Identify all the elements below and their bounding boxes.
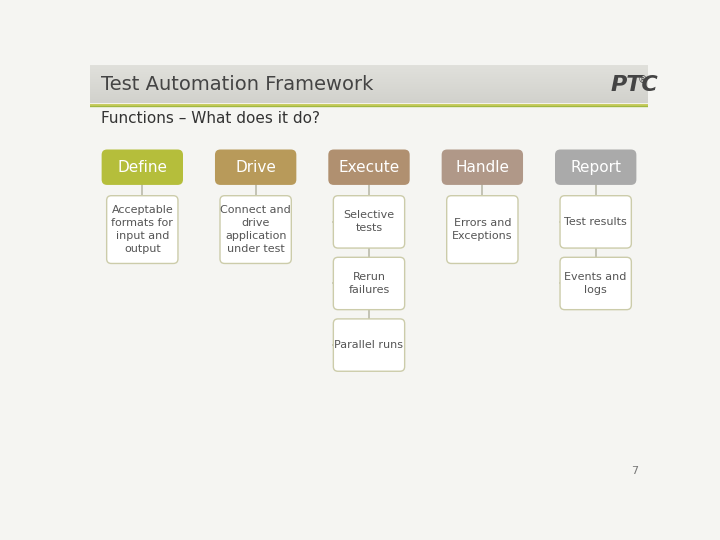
Bar xyxy=(90,86,648,87)
Text: Test results: Test results xyxy=(564,217,627,227)
FancyBboxPatch shape xyxy=(328,150,410,185)
Bar xyxy=(90,101,648,102)
Bar xyxy=(90,71,648,72)
Bar xyxy=(90,77,648,78)
Bar xyxy=(90,93,648,94)
Text: Connect and
drive
application
under test: Connect and drive application under test xyxy=(220,205,291,254)
Text: Functions – What does it do?: Functions – What does it do? xyxy=(101,111,320,126)
Text: Events and
logs: Events and logs xyxy=(564,272,627,295)
Text: Handle: Handle xyxy=(455,160,509,175)
Text: Rerun
failures: Rerun failures xyxy=(348,272,390,295)
Bar xyxy=(90,102,648,103)
Bar xyxy=(90,73,648,74)
Bar xyxy=(90,94,648,95)
FancyBboxPatch shape xyxy=(333,257,405,309)
Text: ®: ® xyxy=(637,75,647,85)
Bar xyxy=(90,83,648,84)
Bar xyxy=(90,81,648,82)
FancyBboxPatch shape xyxy=(333,319,405,372)
Text: 7: 7 xyxy=(631,466,639,476)
FancyBboxPatch shape xyxy=(560,195,631,248)
FancyBboxPatch shape xyxy=(107,195,178,264)
Bar xyxy=(90,72,648,73)
Bar xyxy=(90,96,648,97)
FancyBboxPatch shape xyxy=(555,150,636,185)
Bar xyxy=(90,92,648,93)
Bar xyxy=(90,80,648,81)
Text: PTC: PTC xyxy=(611,75,659,95)
Bar xyxy=(90,79,648,80)
Bar xyxy=(90,69,648,70)
Bar xyxy=(90,87,648,88)
Text: Selective
tests: Selective tests xyxy=(343,210,395,233)
FancyBboxPatch shape xyxy=(560,257,631,309)
FancyBboxPatch shape xyxy=(441,150,523,185)
Bar xyxy=(90,95,648,96)
Bar xyxy=(90,88,648,89)
FancyBboxPatch shape xyxy=(102,150,183,185)
Text: Report: Report xyxy=(570,160,621,175)
Bar xyxy=(90,91,648,92)
FancyBboxPatch shape xyxy=(446,195,518,264)
Bar xyxy=(90,82,648,83)
Text: Errors and
Exceptions: Errors and Exceptions xyxy=(452,218,513,241)
Bar xyxy=(90,67,648,68)
Bar xyxy=(90,70,648,71)
FancyBboxPatch shape xyxy=(333,195,405,248)
FancyBboxPatch shape xyxy=(220,195,292,264)
Bar xyxy=(90,89,648,90)
Text: Acceptable
formats for
input and
output: Acceptable formats for input and output xyxy=(112,205,174,254)
Bar xyxy=(90,84,648,85)
Bar xyxy=(90,100,648,101)
FancyBboxPatch shape xyxy=(215,150,297,185)
Text: Define: Define xyxy=(117,160,167,175)
Bar xyxy=(90,99,648,100)
Text: Execute: Execute xyxy=(338,160,400,175)
Text: Drive: Drive xyxy=(235,160,276,175)
Bar xyxy=(90,76,648,77)
Bar xyxy=(90,78,648,79)
Bar xyxy=(90,75,648,76)
Bar xyxy=(90,98,648,99)
Bar xyxy=(90,74,648,75)
Bar xyxy=(90,97,648,98)
Bar xyxy=(90,85,648,86)
Text: Test Automation Framework: Test Automation Framework xyxy=(101,75,373,94)
Bar xyxy=(90,68,648,69)
Bar xyxy=(90,65,648,66)
Bar xyxy=(90,66,648,67)
Bar xyxy=(90,90,648,91)
Text: Parallel runs: Parallel runs xyxy=(335,340,403,350)
